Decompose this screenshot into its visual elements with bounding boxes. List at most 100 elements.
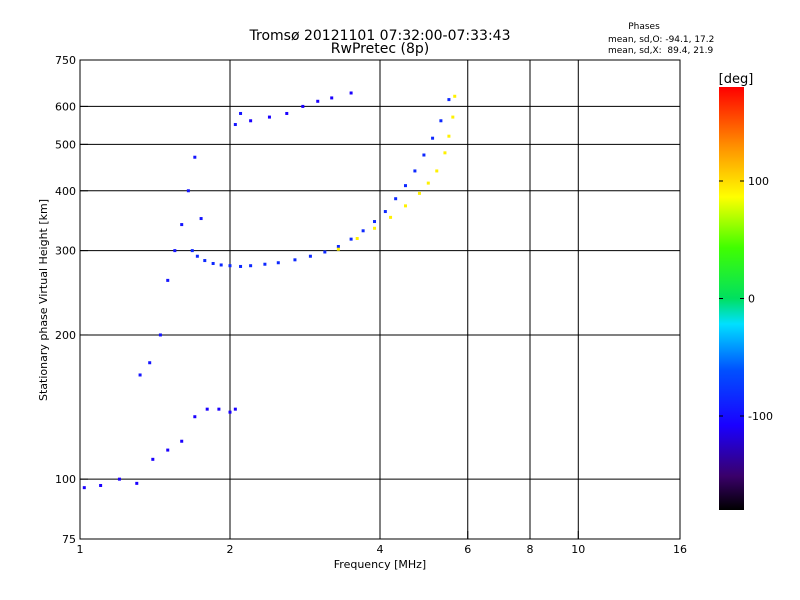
data-point <box>417 191 421 195</box>
data-point <box>173 249 177 253</box>
data-point <box>330 96 334 100</box>
data-point <box>453 94 457 98</box>
colorbar-tick-label: -100 <box>748 410 773 423</box>
data-point <box>117 477 121 481</box>
data-point <box>308 254 312 258</box>
legend-line-o: mean, sd,O: -94.1, 17.2 <box>608 35 714 45</box>
legend: Phases mean, sd,O: -94.1, 17.2 mean, sd,… <box>608 22 714 56</box>
y-tick-label: 300 <box>55 245 76 258</box>
data-point <box>166 278 170 282</box>
chart-title: Tromsø 20121101 07:32:00-07:33:43 <box>249 28 511 44</box>
data-point <box>447 98 451 102</box>
data-point <box>211 261 215 265</box>
x-tick-label: 1 <box>77 543 84 556</box>
data-point <box>138 373 142 377</box>
data-point <box>336 244 340 248</box>
data-points <box>82 91 457 490</box>
data-point <box>82 486 86 490</box>
data-point <box>413 169 417 173</box>
colorbar-ticks: 100 0 -100 <box>719 175 773 423</box>
y-tick-label: 100 <box>55 473 76 486</box>
data-point <box>180 223 184 227</box>
data-point <box>180 439 184 443</box>
data-point <box>447 134 451 138</box>
x-tick-label: 6 <box>464 543 471 556</box>
data-point <box>439 119 443 123</box>
data-point <box>276 261 280 265</box>
x-axis: 1 2 4 6 8 10 16 <box>77 531 687 556</box>
data-point <box>158 333 162 337</box>
data-point <box>205 407 209 411</box>
y-tick-label: 200 <box>55 329 76 342</box>
data-point <box>349 91 353 95</box>
y-tick-label: 600 <box>55 100 76 113</box>
chart-subtitle: RwPretec (8p) <box>331 41 429 57</box>
data-point <box>373 220 377 224</box>
data-point <box>228 264 232 268</box>
data-point <box>233 123 237 127</box>
data-point <box>383 210 387 214</box>
data-point <box>373 226 377 230</box>
data-point <box>403 204 407 208</box>
data-point <box>316 99 320 103</box>
data-point <box>233 407 237 411</box>
data-point <box>193 415 197 419</box>
y-axis-label: Stationary phase Virtual Height [km] <box>37 199 50 401</box>
y-tick-label: 750 <box>55 54 76 67</box>
data-point <box>361 229 365 233</box>
data-point <box>389 215 393 219</box>
data-point <box>219 263 223 267</box>
x-tick-label: 10 <box>571 543 585 556</box>
data-point <box>166 448 170 452</box>
data-point <box>422 153 426 157</box>
data-point <box>193 155 197 159</box>
data-point <box>394 197 398 201</box>
data-point <box>195 254 199 258</box>
x-tick-label: 4 <box>377 543 384 556</box>
data-point <box>99 483 103 487</box>
data-point <box>301 104 305 108</box>
data-point <box>426 181 430 185</box>
data-point <box>239 264 243 268</box>
legend-line-x: mean, sd,X: 89.4, 21.9 <box>608 46 714 56</box>
data-point <box>263 262 267 266</box>
data-point <box>403 184 407 188</box>
data-point <box>148 361 152 365</box>
x-axis-label: Frequency [MHz] <box>334 558 426 571</box>
y-axis: 75 100 200 300 400 500 600 750 <box>55 54 88 546</box>
data-point <box>355 236 359 240</box>
grid <box>80 60 680 539</box>
data-point <box>239 111 243 115</box>
x-tick-label: 8 <box>527 543 534 556</box>
colorbar-tick-label: 0 <box>748 293 755 306</box>
data-point <box>135 481 139 485</box>
data-point <box>199 217 203 221</box>
x-tick-label: 2 <box>227 543 234 556</box>
data-point <box>267 115 271 119</box>
data-point <box>285 111 289 115</box>
data-point <box>249 264 253 268</box>
data-point <box>431 136 435 140</box>
data-point <box>451 115 455 119</box>
data-point <box>228 410 232 414</box>
y-tick-label: 500 <box>55 138 76 151</box>
data-point <box>293 258 297 262</box>
data-point <box>323 250 327 254</box>
data-point <box>151 457 155 461</box>
data-point <box>217 407 221 411</box>
data-point <box>203 259 207 263</box>
colorbar <box>719 87 744 510</box>
data-point <box>435 169 439 173</box>
x-tick-label: 16 <box>673 543 687 556</box>
legend-title: Phases <box>628 22 660 32</box>
data-point <box>190 249 194 253</box>
y-tick-label: 75 <box>62 533 76 546</box>
data-point <box>249 119 253 123</box>
data-point <box>186 189 190 193</box>
colorbar-tick-label: 100 <box>748 175 769 188</box>
colorbar-label: [deg] <box>719 72 754 87</box>
y-tick-label: 400 <box>55 185 76 198</box>
data-point <box>336 247 340 251</box>
data-point <box>443 151 447 155</box>
